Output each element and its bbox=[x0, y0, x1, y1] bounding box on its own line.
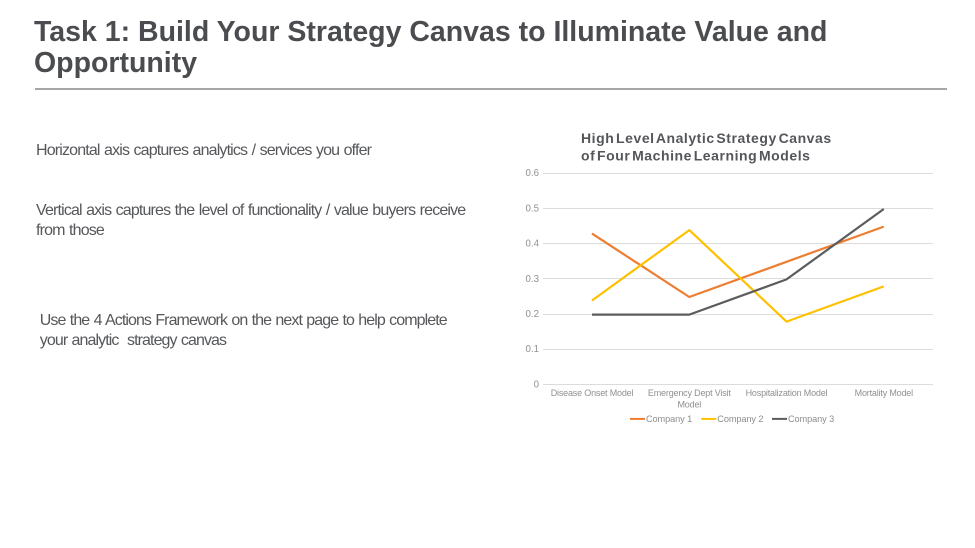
svg-text:Company 2: Company 2 bbox=[717, 414, 763, 424]
svg-text:High Level Analytic Strategy C: High Level Analytic Strategy Canvas bbox=[581, 130, 832, 146]
svg-text:Mortality Model: Mortality Model bbox=[855, 388, 913, 398]
svg-text:Model: Model bbox=[677, 400, 701, 410]
svg-text:Company 3: Company 3 bbox=[788, 414, 834, 424]
svg-text:0.3: 0.3 bbox=[526, 274, 539, 285]
svg-text:0.1: 0.1 bbox=[526, 344, 539, 355]
svg-text:Disease Onset Model: Disease Onset Model bbox=[551, 388, 634, 398]
svg-text:0: 0 bbox=[534, 379, 540, 390]
svg-text:0.4: 0.4 bbox=[526, 239, 540, 250]
svg-text:Hospitalization Model: Hospitalization Model bbox=[746, 388, 828, 398]
svg-text:0.5: 0.5 bbox=[526, 203, 539, 214]
svg-text:Company 1: Company 1 bbox=[646, 414, 692, 424]
svg-text:of Four Machine Learning Model: of Four Machine Learning Models bbox=[581, 148, 810, 164]
svg-text:0.6: 0.6 bbox=[526, 168, 539, 179]
svg-text:0.2: 0.2 bbox=[526, 309, 539, 320]
svg-text:Emergency Dept Visit: Emergency Dept Visit bbox=[648, 388, 731, 398]
